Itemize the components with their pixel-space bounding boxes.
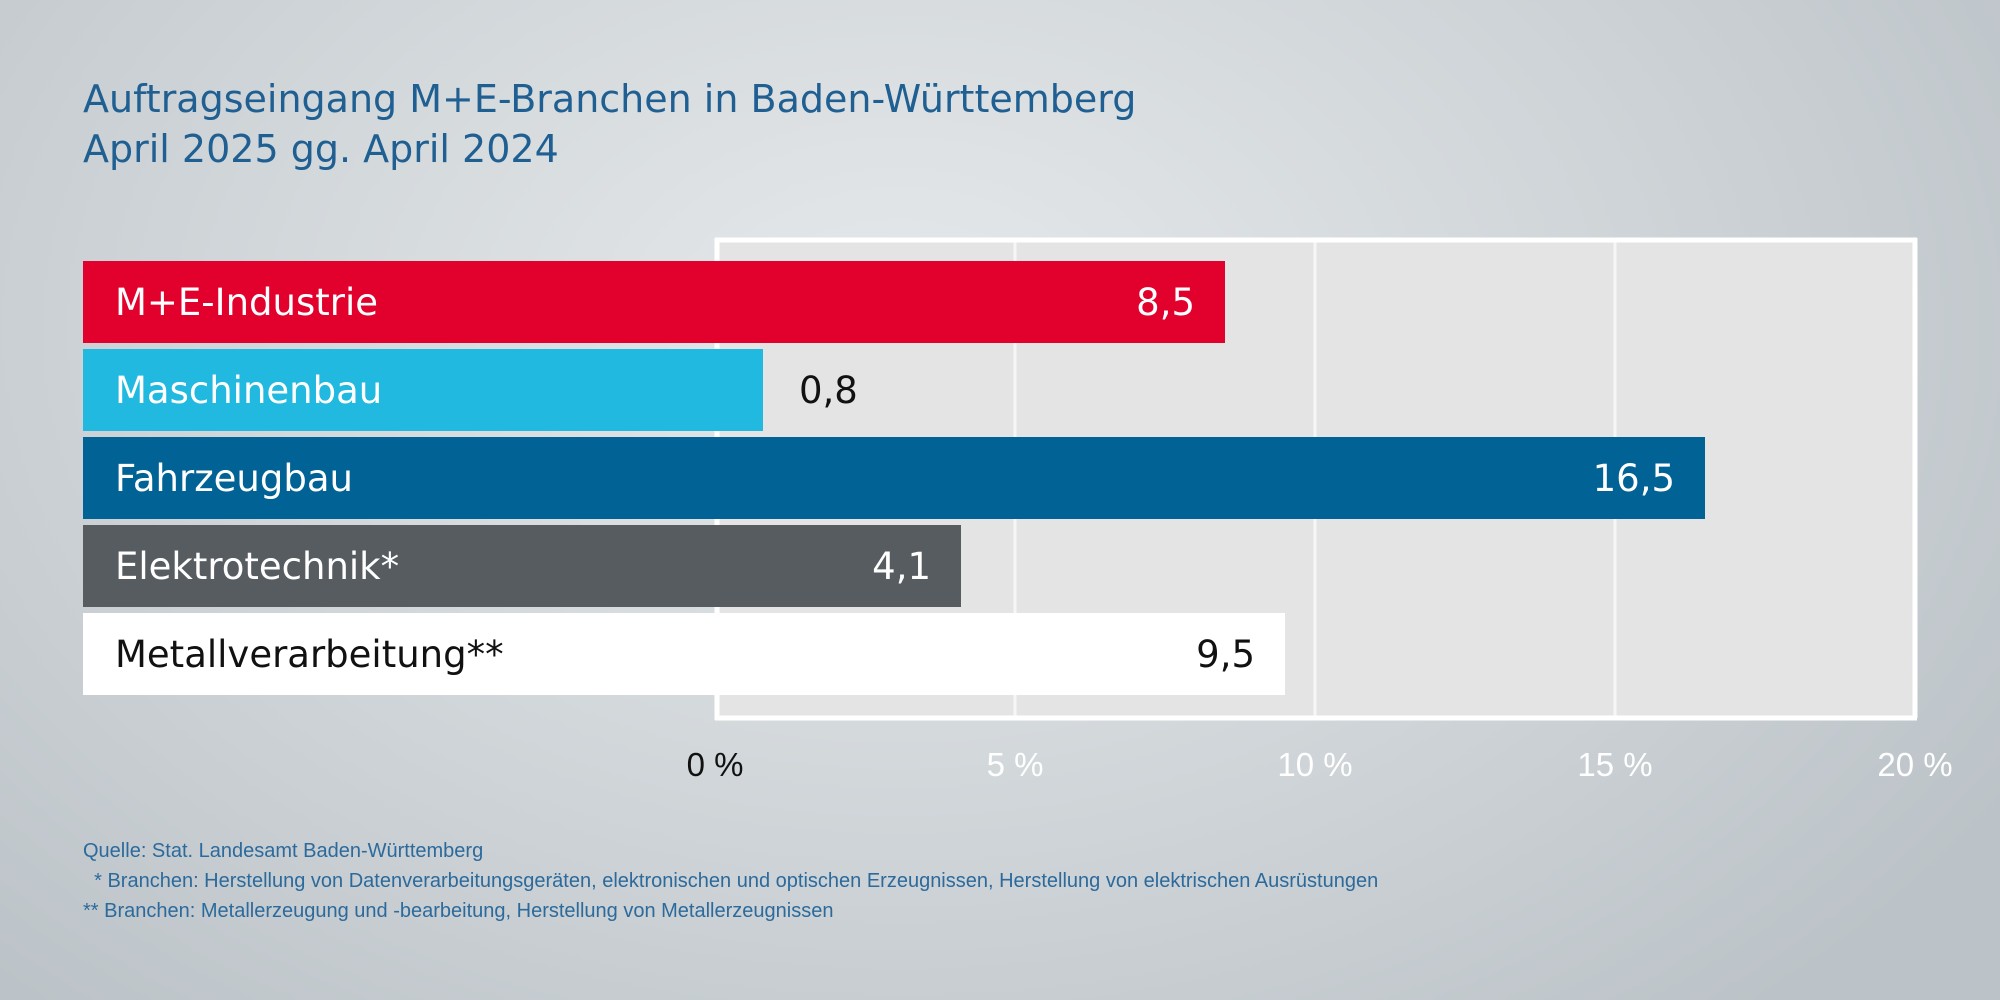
bar-series: M+E-Industrie 8,5 Maschinenbau 0,8 Fahrzeugb… [83,261,1705,695]
footnote-1: * Branchen: Herstellung von Datenverarbe… [83,870,1379,892]
bar [83,613,1285,695]
x-tick-label: 10 % [1277,746,1352,783]
category-label: M+E-Industrie [115,281,378,324]
chart-subtitle: April 2025 gg. April 2024 [83,127,559,171]
footnotes: Quelle: Stat. Landesamt Baden-Württember… [83,836,1378,926]
x-tick-label: 5 % [987,746,1044,783]
bar-chart: M+E-Industrie 8,5 Maschinenbau 0,8 Fahrzeugb… [83,238,1953,783]
value-label: 8,5 [1136,281,1195,324]
value-label: 9,5 [1196,633,1255,676]
bar [83,525,961,607]
value-label: 4,1 [872,545,931,588]
chart-title: Auftragseingang M+E-Branchen in Baden-Wü… [83,77,1137,121]
bar [83,349,763,431]
x-tick-label: 0 % [687,746,744,783]
value-label: 16,5 [1593,457,1675,500]
footnote-2: ** Branchen: Metallerzeugung und -bearbe… [83,900,834,922]
category-label: Maschinenbau [115,369,382,412]
category-label: Metallverarbeitung** [115,633,504,676]
x-tick-label: 15 % [1577,746,1652,783]
x-axis-ticks: 0 % 5 % 10 % 15 % 20 % [687,746,1953,783]
bar [83,437,1705,519]
value-label: 0,8 [799,369,858,412]
source-note: Quelle: Stat. Landesamt Baden-Württember… [83,840,484,862]
x-tick-label: 20 % [1877,746,1952,783]
bar [83,261,1225,343]
category-label: Fahrzeugbau [115,457,353,500]
category-label: Elektrotechnik* [115,545,399,588]
